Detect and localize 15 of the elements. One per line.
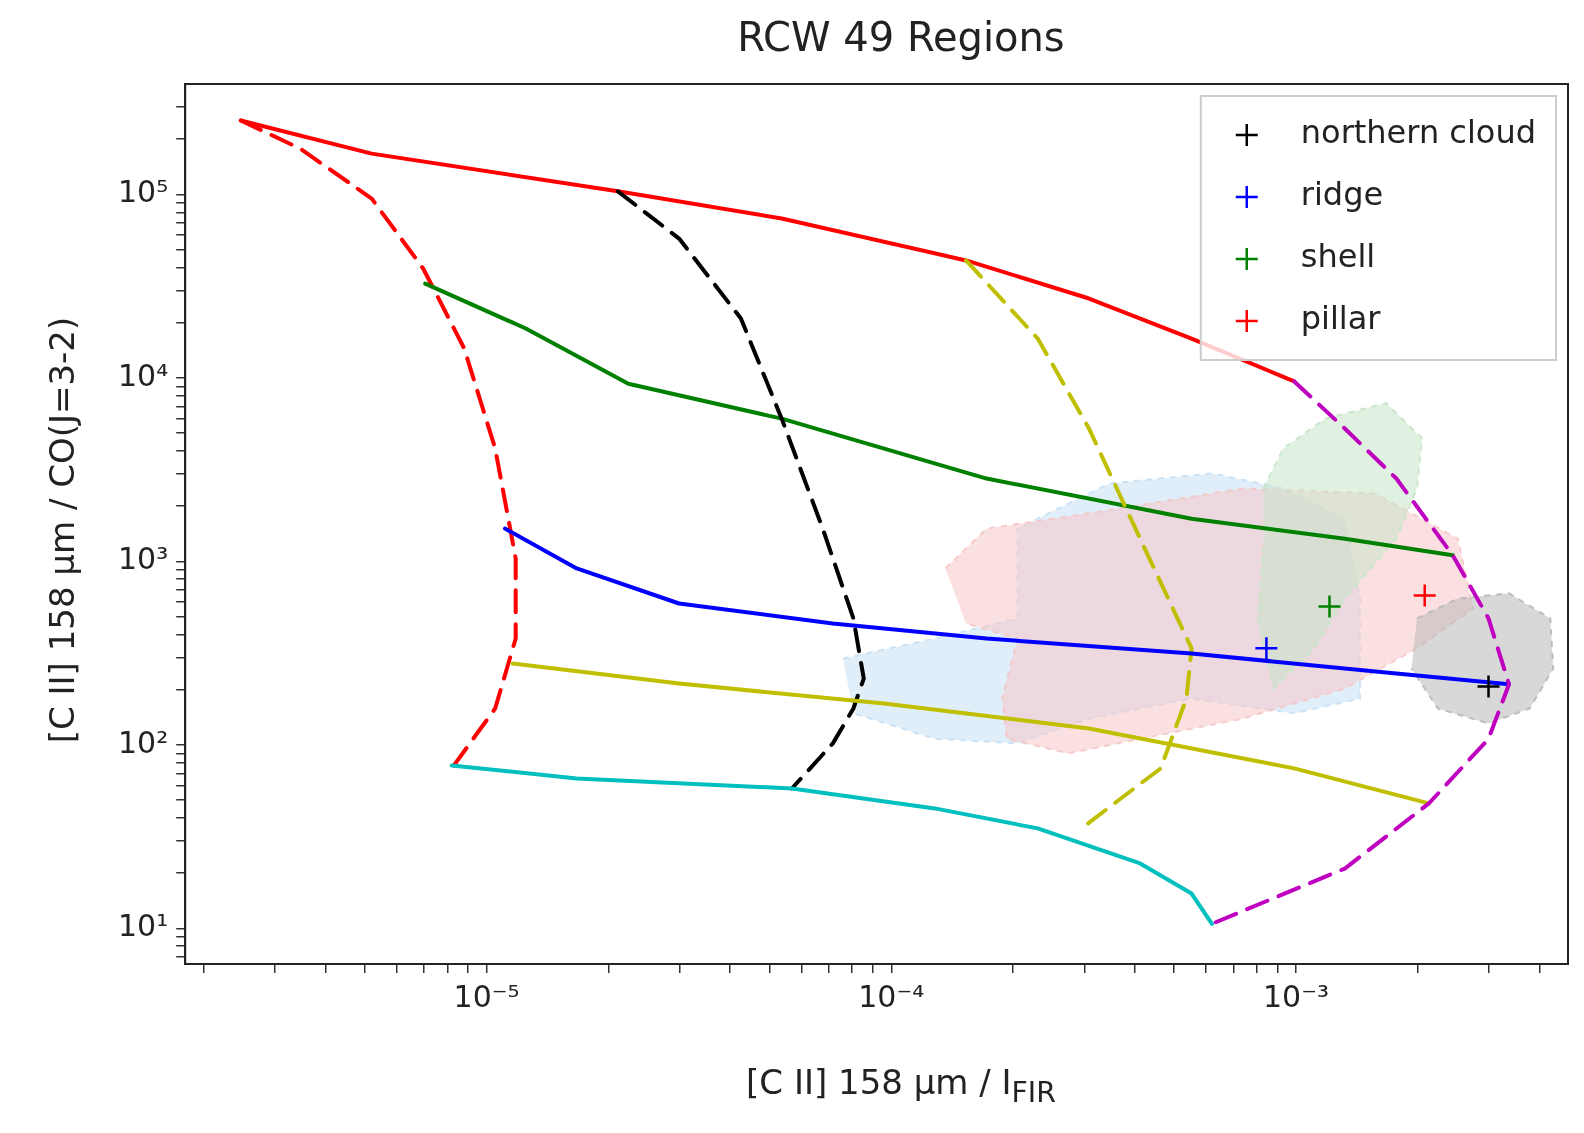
y-tick-label: 10³ (118, 541, 169, 577)
legend-label: ridge (1300, 175, 1384, 214)
legend-label: shell (1300, 237, 1376, 276)
legend-label: pillar (1300, 299, 1382, 338)
x-axis-title: [C II] 158 μm / I$_{FIR}$ (745, 1062, 1057, 1109)
x-tick-label: 10⁻³ (1262, 978, 1330, 1014)
y-axis-title: [C II] 158 μm / CO(J=3-2) (42, 316, 82, 744)
y-tick-label: 10¹ (118, 908, 169, 944)
y-tick-label: 10² (118, 724, 169, 760)
y-tick-label: 10⁵ (118, 174, 169, 210)
x-tick-label: 10⁻⁵ (453, 978, 520, 1014)
chart-title: RCW 49 Regions (736, 14, 1066, 60)
y-tick-label: 10⁴ (118, 357, 169, 393)
x-tick-label: 10⁻⁴ (858, 978, 925, 1014)
legend-label: northern cloud (1300, 113, 1536, 152)
